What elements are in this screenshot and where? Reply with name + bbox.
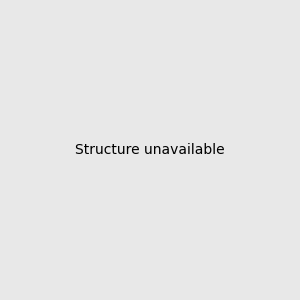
Text: Structure unavailable: Structure unavailable <box>75 143 225 157</box>
